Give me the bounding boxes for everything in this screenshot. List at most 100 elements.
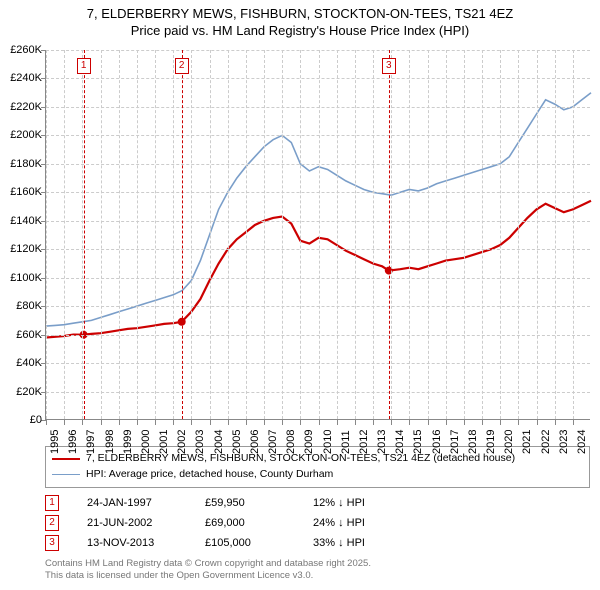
x-axis-label: 2017 [449,430,461,454]
sale-marker-box: 1 [77,58,91,74]
x-axis-label: 2005 [231,430,243,454]
x-axis-label: 2015 [412,430,424,454]
transaction-row: 1 24-JAN-1997 £59,950 12% ↓ HPI [45,493,413,513]
x-axis-label: 2024 [576,430,588,454]
transaction-date: 13-NOV-2013 [87,537,187,549]
footnote-line-2: This data is licensed under the Open Gov… [45,570,371,582]
chart-container: 7, ELDERBERRY MEWS, FISHBURN, STOCKTON-O… [0,0,600,590]
transaction-price: £69,000 [205,517,295,529]
transaction-pct: 12% ↓ HPI [313,497,413,509]
title-line-1: 7, ELDERBERRY MEWS, FISHBURN, STOCKTON-O… [0,6,600,23]
x-axis-label: 1999 [122,430,134,454]
x-axis-label: 2007 [267,430,279,454]
x-axis-label: 2009 [303,430,315,454]
y-axis-label: £40K [16,357,42,369]
legend-label: HPI: Average price, detached house, Coun… [86,467,333,483]
x-axis-label: 2020 [503,430,515,454]
gridline-vertical [137,50,138,419]
legend-swatch [52,474,80,475]
x-axis-label: 2011 [340,430,352,454]
x-axis-label: 1997 [85,430,97,454]
gridline-vertical [337,50,338,419]
x-axis-label: 2008 [285,430,297,454]
gridline-vertical [482,50,483,419]
x-axis-label: 2006 [249,430,261,454]
gridline-vertical [300,50,301,419]
x-axis-label: 2002 [176,430,188,454]
y-axis-label: £220K [10,101,42,113]
x-axis-label: 1995 [49,430,61,454]
gridline-vertical [282,50,283,419]
gridline-vertical [191,50,192,419]
gridline-vertical [46,50,47,419]
gridline-vertical [319,50,320,419]
footnote: Contains HM Land Registry data © Crown c… [45,558,371,582]
transaction-pct: 24% ↓ HPI [313,517,413,529]
gridline-vertical [173,50,174,419]
legend-item: HPI: Average price, detached house, Coun… [52,467,583,483]
y-axis-label: £160K [10,186,42,198]
gridline-vertical [518,50,519,419]
plot-area: 1 2 3 [45,50,590,420]
transaction-price: £59,950 [205,497,295,509]
gridline-vertical [210,50,211,419]
transaction-table: 1 24-JAN-1997 £59,950 12% ↓ HPI 2 21-JUN-2002… [45,493,413,553]
x-axis-label: 2016 [431,430,443,454]
x-axis-label: 2022 [540,430,552,454]
gridline-vertical [391,50,392,419]
x-axis-label: 2021 [521,430,533,454]
transaction-row: 313-NOV-2013£105,00033% ↓ HPI [45,533,413,553]
gridline-vertical [355,50,356,419]
x-axis-label: 2013 [376,430,388,454]
gridline-vertical [119,50,120,419]
x-axis-label: 2018 [467,430,479,454]
x-axis-label: 1998 [104,430,116,454]
sale-marker-line [389,50,390,419]
y-axis-label: £100K [10,272,42,284]
title-line-2: Price paid vs. HM Land Registry's House … [0,23,600,40]
gridline-vertical [373,50,374,419]
legend-swatch [52,458,80,460]
gridline-vertical [446,50,447,419]
x-axis-label: 2003 [194,430,206,454]
sale-marker-line [182,50,183,419]
y-axis-label: £260K [10,44,42,56]
x-axis-label: 2014 [394,430,406,454]
y-axis-label: £20K [16,386,42,398]
gridline-vertical [228,50,229,419]
x-axis-label: 2019 [485,430,497,454]
x-axis-label: 2001 [158,430,170,454]
y-axis-label: £180K [10,158,42,170]
gridline-vertical [101,50,102,419]
x-axis-label: 2010 [322,430,334,454]
x-axis-label: 2012 [358,430,370,454]
transaction-row: 2 21-JUN-2002 £69,000 24% ↓ HPI [45,513,413,533]
y-axis-label: £80K [16,300,42,312]
gridline-vertical [573,50,574,419]
x-axis-label: 2000 [140,430,152,454]
y-axis-label: £60K [16,329,42,341]
transaction-pct: 33% ↓ HPI [313,537,413,549]
gridline-vertical [155,50,156,419]
y-axis-label: £0 [30,414,42,426]
y-axis-label: £140K [10,215,42,227]
gridline-vertical [64,50,65,419]
gridline-vertical [246,50,247,419]
transaction-index-box: 2 [45,515,59,531]
transaction-index-box: 3 [45,535,59,551]
gridline-vertical [409,50,410,419]
gridline-vertical [264,50,265,419]
y-axis-label: £240K [10,72,42,84]
gridline-vertical [500,50,501,419]
x-axis-label: 2004 [213,430,225,454]
gridline-vertical [537,50,538,419]
x-axis-label: 2023 [558,430,570,454]
y-axis-label: £120K [10,243,42,255]
transaction-date: 24-JAN-1997 [87,497,187,509]
transaction-index-box: 1 [45,495,59,511]
sale-marker-box: 2 [175,58,189,74]
transaction-date: 21-JUN-2002 [87,517,187,529]
sale-marker-box: 3 [382,58,396,74]
y-axis-label: £200K [10,129,42,141]
chart-title: 7, ELDERBERRY MEWS, FISHBURN, STOCKTON-O… [0,0,600,40]
